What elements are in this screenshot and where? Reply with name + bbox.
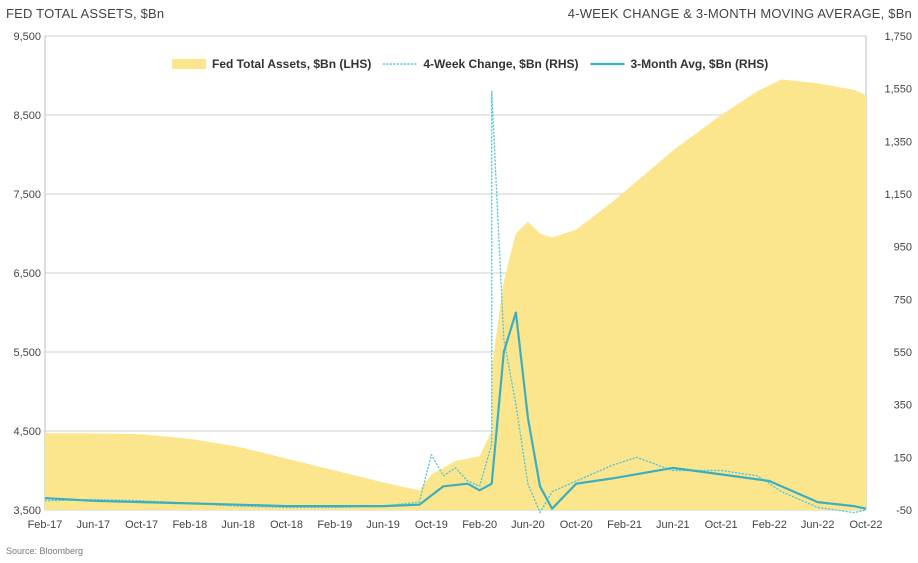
x-tick-label: Jun-19	[366, 519, 400, 531]
legend-label: 4-Week Change, $Bn (RHS)	[423, 57, 578, 71]
right-y-tick-label: 1,150	[884, 189, 912, 201]
x-tick-label: Jun-20	[511, 519, 545, 531]
right-y-tick-label: 1,750	[884, 31, 912, 43]
left-y-tick-label: 6,500	[13, 268, 41, 280]
left-y-tick-label: 8,500	[13, 110, 41, 122]
left-y-tick-label: 3,500	[13, 505, 41, 517]
right-y-tick-label: -50	[896, 505, 912, 517]
right-y-tick-label: 1,350	[884, 136, 912, 148]
x-tick-label: Oct-21	[705, 519, 738, 531]
x-tick-label: Feb-22	[752, 519, 787, 531]
right-y-tick-label: 1,550	[884, 84, 912, 96]
x-tick-label: Oct-18	[270, 519, 303, 531]
right-y-tick-label: 150	[894, 452, 912, 464]
x-tick-label: Feb-17	[28, 519, 63, 531]
x-tick-label: Jun-22	[801, 519, 835, 531]
series-3-month-avg-line	[44, 311, 867, 510]
x-tick-label: Feb-19	[317, 519, 352, 531]
right-y-tick-label: 950	[894, 242, 912, 254]
x-tick-label: Oct-20	[560, 519, 593, 531]
x-tick-label: Jun-21	[656, 519, 690, 531]
x-tick-label: Feb-18	[172, 519, 207, 531]
legend-label: Fed Total Assets, $Bn (LHS)	[212, 57, 371, 71]
right-axis-title: 4-WEEK CHANGE & 3-MONTH MOVING AVERAGE, …	[567, 6, 912, 21]
x-tick-label: Jun-18	[221, 519, 255, 531]
legend: Fed Total Assets, $Bn (LHS) 4-Week Change…	[172, 57, 768, 71]
x-tick-label: Feb-21	[607, 519, 642, 531]
left-y-tick-label: 5,500	[13, 347, 41, 359]
left-axis-title: FED TOTAL ASSETS, $Bn	[6, 6, 165, 21]
left-y-tick-label: 9,500	[13, 31, 41, 43]
x-tick-label: Feb-20	[462, 519, 497, 531]
x-tick-label: Oct-22	[849, 519, 882, 531]
left-y-tick-label: 7,500	[13, 189, 41, 201]
x-tick-label: Oct-17	[125, 519, 158, 531]
right-y-tick-label: 550	[894, 347, 912, 359]
series-4-week-change-line	[44, 90, 867, 514]
right-y-tick-label: 750	[894, 294, 912, 306]
x-tick-label: Oct-19	[415, 519, 448, 531]
legend-label: 3-Month Avg, $Bn (RHS)	[631, 57, 769, 71]
x-tick-label: Jun-17	[76, 519, 110, 531]
left-y-tick-label: 4,500	[13, 426, 41, 438]
right-y-tick-label: 350	[894, 400, 912, 412]
source-note: Source: Bloomberg	[6, 546, 84, 556]
legend-swatch-area	[172, 59, 206, 69]
series-fed-total-assets-area	[45, 79, 866, 511]
